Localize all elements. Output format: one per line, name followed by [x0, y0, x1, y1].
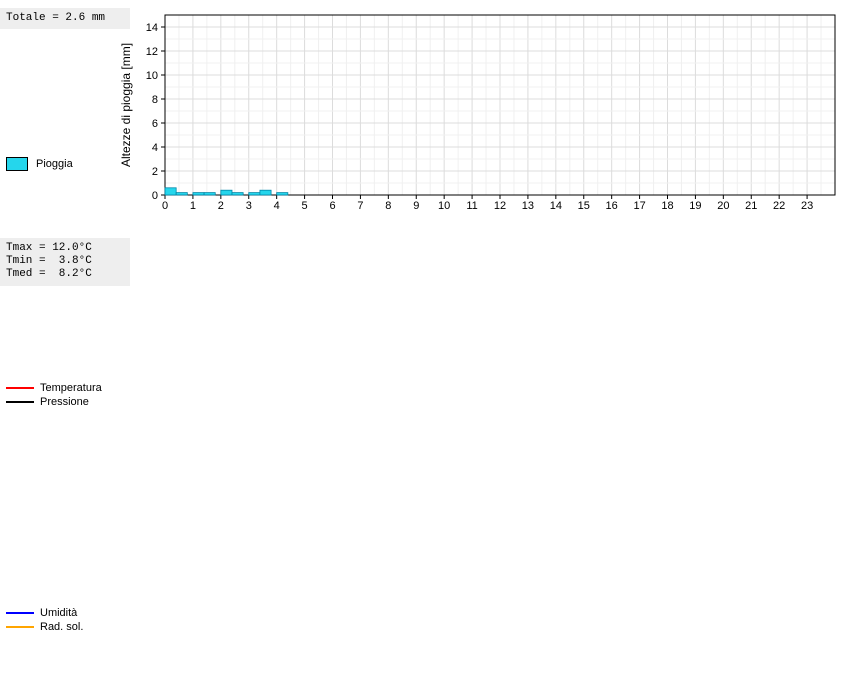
svg-text:12: 12 — [494, 200, 506, 212]
svg-text:16: 16 — [606, 200, 618, 212]
svg-text:2: 2 — [152, 166, 158, 178]
bar — [204, 193, 215, 195]
svg-text:7: 7 — [357, 200, 363, 212]
svg-text:13: 13 — [522, 200, 534, 212]
svg-text:23: 23 — [801, 200, 813, 212]
svg-text:10: 10 — [146, 70, 158, 82]
svg-text:6: 6 — [152, 118, 158, 130]
svg-text:20: 20 — [717, 200, 729, 212]
svg-text:17: 17 — [633, 200, 645, 212]
bar — [221, 190, 232, 195]
svg-text:22: 22 — [773, 200, 785, 212]
bar — [249, 193, 260, 195]
svg-text:0: 0 — [152, 190, 158, 202]
bar — [193, 193, 204, 195]
svg-text:1: 1 — [190, 200, 196, 212]
svg-text:12: 12 — [146, 46, 158, 58]
svg-text:9: 9 — [413, 200, 419, 212]
chart-panel-0: 0123456789101112131415161718192021222302… — [0, 5, 860, 215]
svg-text:8: 8 — [385, 200, 391, 212]
chart-panel-2: 0123456789101112131415161718192021222302… — [0, 455, 860, 665]
bar — [232, 193, 243, 195]
svg-text:3: 3 — [246, 200, 252, 212]
svg-text:18: 18 — [661, 200, 673, 212]
chart-panel-1: 0123456789101112131415161718192021222302… — [0, 230, 860, 440]
svg-text:2: 2 — [218, 200, 224, 212]
bar — [260, 190, 271, 195]
svg-text:0: 0 — [162, 200, 168, 212]
svg-text:8: 8 — [152, 94, 158, 106]
svg-text:21: 21 — [745, 200, 757, 212]
svg-text:14: 14 — [146, 22, 158, 34]
bar — [165, 188, 176, 195]
svg-text:4: 4 — [274, 200, 280, 212]
svg-text:11: 11 — [466, 200, 477, 212]
svg-text:19: 19 — [689, 200, 701, 212]
svg-text:10: 10 — [438, 200, 450, 212]
svg-text:4: 4 — [152, 142, 158, 154]
y-label-left: Altezze di pioggia [mm] — [119, 43, 133, 167]
svg-text:14: 14 — [550, 200, 562, 212]
svg-text:6: 6 — [329, 200, 335, 212]
svg-text:15: 15 — [578, 200, 590, 212]
bar — [176, 193, 187, 195]
svg-text:5: 5 — [302, 200, 308, 212]
bar — [277, 193, 288, 195]
